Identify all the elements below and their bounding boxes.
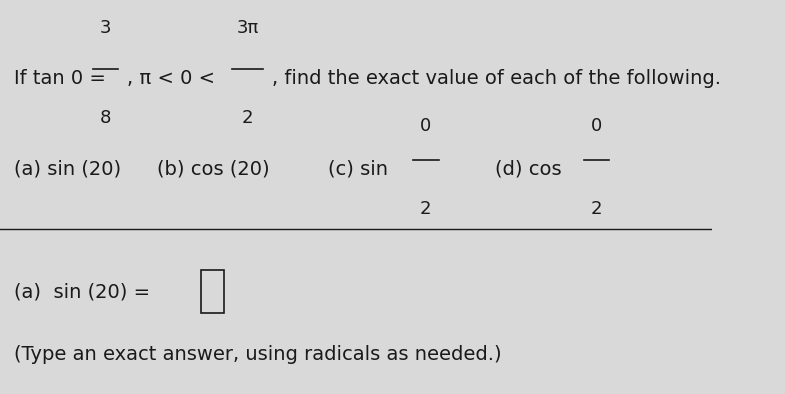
Text: 3: 3 [100,19,111,37]
Text: (Type an exact answer, using radicals as needed.): (Type an exact answer, using radicals as… [14,345,502,364]
Text: (c) sin: (c) sin [327,160,394,179]
Text: (b) cos (20): (b) cos (20) [157,160,269,179]
Text: If tan 0 =: If tan 0 = [14,69,112,88]
Text: 8: 8 [100,109,111,127]
Text: 3π: 3π [236,19,259,37]
Text: 2: 2 [591,200,602,218]
Text: 2: 2 [420,200,432,218]
FancyBboxPatch shape [202,270,225,313]
Text: , find the exact value of each of the following.: , find the exact value of each of the fo… [272,69,721,88]
Text: (a) sin (20): (a) sin (20) [14,160,122,179]
Text: 2: 2 [242,109,254,127]
Text: , π < 0 <: , π < 0 < [126,69,221,88]
Text: (a)  sin (20) =: (a) sin (20) = [14,282,157,301]
Text: (d) cos: (d) cos [495,160,568,179]
Text: 0: 0 [420,117,432,135]
Text: 0: 0 [591,117,602,135]
